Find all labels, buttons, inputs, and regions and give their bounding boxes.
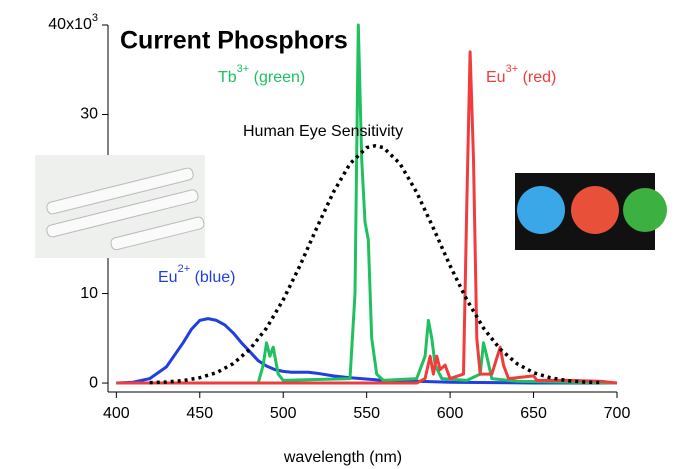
- series-label: Eu3+ (red): [486, 63, 556, 86]
- series-label: Tb3+ (green): [218, 63, 305, 86]
- lamp-photo: [35, 155, 205, 258]
- ion: Tb: [218, 69, 237, 86]
- eye-curve: [149, 144, 601, 385]
- x-tick-label: 550: [353, 405, 380, 422]
- color-name: (green): [254, 69, 306, 86]
- emission-line: [116, 317, 617, 385]
- blue-phosphor: [517, 186, 565, 234]
- tube: [46, 189, 199, 238]
- color-name: (red): [523, 69, 557, 86]
- x-tick-label: 500: [270, 405, 297, 422]
- phosphor-photo: [515, 173, 667, 250]
- y-tick-label: 0: [89, 374, 98, 391]
- green-phosphor: [623, 188, 667, 232]
- label: 40x10: [48, 16, 92, 33]
- plot-area: [116, 23, 618, 385]
- charge: 2+: [178, 263, 191, 275]
- y-tick-label: 30: [80, 106, 98, 123]
- series-label: Human Eye Sensitivity: [243, 123, 403, 140]
- x-axis-label: wavelength (nm): [283, 449, 402, 466]
- color-name: (blue): [195, 269, 236, 286]
- x-tick-label: 650: [520, 405, 547, 422]
- y-tick-label: 10: [80, 285, 98, 302]
- emission-line: [116, 50, 618, 385]
- x-tick-label: 600: [437, 405, 464, 422]
- charge: 3+: [506, 63, 519, 75]
- exponent: 3: [92, 12, 98, 24]
- x-tick-label: 400: [103, 405, 130, 422]
- tube: [46, 167, 194, 215]
- ion: Eu: [158, 269, 178, 286]
- chart-title: Current Phosphors: [120, 27, 348, 55]
- x-tick-label: 450: [186, 405, 213, 422]
- red-phosphor: [571, 186, 619, 234]
- ion: Eu: [486, 69, 506, 86]
- series-label: Eu2+ (blue): [158, 263, 235, 286]
- x-tick-label: 700: [604, 405, 631, 422]
- charge: 3+: [237, 63, 250, 75]
- y-tick-label: 40x103: [48, 12, 98, 33]
- tube: [110, 216, 205, 251]
